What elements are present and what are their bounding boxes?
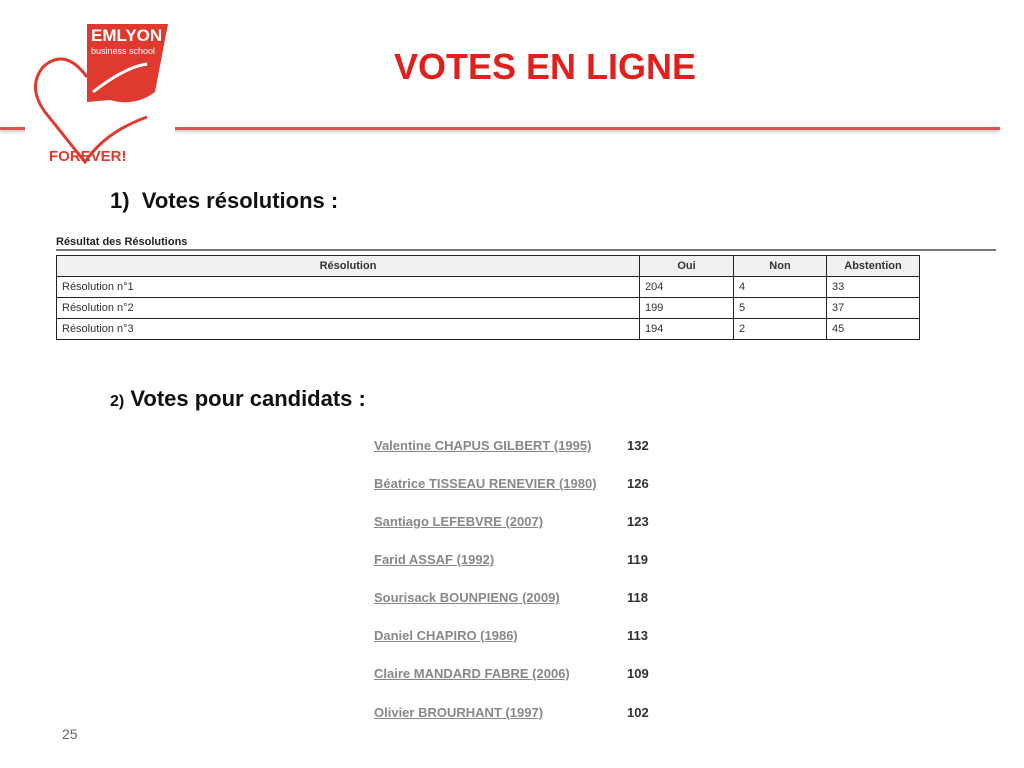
candidate-link[interactable]: Sourisack BOUNPIENG (2009)	[374, 590, 560, 605]
cell-oui: 199	[639, 297, 734, 319]
candidate-votes: 126	[627, 476, 649, 491]
slide-title: VOTES EN LIGNE	[393, 46, 697, 87]
header-rule-right	[168, 127, 1000, 130]
page-number: 25	[62, 726, 78, 742]
section-heading-resolutions: 1) Votes résolutions :	[110, 188, 339, 213]
section-heading-candidates: 2) Votes pour candidats :	[110, 386, 366, 412]
header-oui: Oui	[639, 255, 734, 277]
logo-tagline: FOREVER!	[49, 148, 127, 165]
candidate-votes: 132	[627, 438, 649, 453]
logo-subtitle: business school	[91, 46, 156, 56]
table-row: Résolution n°2 199 5 37	[56, 297, 920, 319]
cell-abstention: 33	[826, 276, 920, 298]
candidate-link[interactable]: Farid ASSAF (1992)	[374, 552, 495, 567]
cell-non: 4	[733, 276, 827, 298]
cell-oui: 194	[639, 318, 734, 340]
candidate-votes: 118	[627, 590, 648, 605]
candidate-votes: 113	[627, 628, 648, 643]
header-rule-left	[0, 127, 30, 130]
header-resolution: Résolution	[56, 255, 640, 277]
cell-non: 2	[733, 318, 827, 340]
candidate-votes: 109	[627, 666, 649, 681]
cell-abstention: 45	[826, 318, 920, 340]
candidate-votes: 102	[627, 705, 649, 720]
candidate-link[interactable]: Valentine CHAPUS GILBERT (1995)	[374, 438, 592, 453]
cell-abstention: 37	[826, 297, 920, 319]
cell-resolution: Résolution n°1	[56, 276, 640, 298]
candidate-votes: 119	[627, 552, 648, 567]
cell-resolution: Résolution n°2	[56, 297, 640, 319]
section-number: 2)	[110, 393, 125, 410]
caption-divider	[56, 249, 996, 251]
section-heading-text: Votes pour candidats :	[124, 386, 366, 411]
table-row: Résolution n°3 194 2 45	[56, 318, 920, 340]
cell-oui: 204	[639, 276, 734, 298]
resolutions-table: Résolution Oui Non Abstention Résolution…	[56, 255, 920, 340]
cell-non: 5	[733, 297, 827, 319]
cell-resolution: Résolution n°3	[56, 318, 640, 340]
table-caption: Résultat des Résolutions	[56, 236, 188, 248]
candidate-link[interactable]: Béatrice TISSEAU RENEVIER (1980)	[374, 476, 597, 491]
table-header-row: Résolution Oui Non Abstention	[56, 255, 920, 277]
table-row: Résolution n°1 204 4 33	[56, 276, 920, 298]
header-non: Non	[733, 255, 827, 277]
candidate-link[interactable]: Santiago LEFEBVRE (2007)	[374, 514, 544, 529]
candidate-link[interactable]: Daniel CHAPIRO (1986)	[374, 628, 518, 643]
header-abstention: Abstention	[826, 255, 920, 277]
candidate-votes: 123	[627, 514, 649, 529]
emlyon-logo: EMLYON business school FOREVER!	[25, 22, 175, 172]
logo-brand: EMLYON	[91, 26, 163, 45]
candidate-link[interactable]: Olivier BROURHANT (1997)	[374, 705, 544, 720]
candidate-link[interactable]: Claire MANDARD FABRE (2006)	[374, 666, 570, 681]
